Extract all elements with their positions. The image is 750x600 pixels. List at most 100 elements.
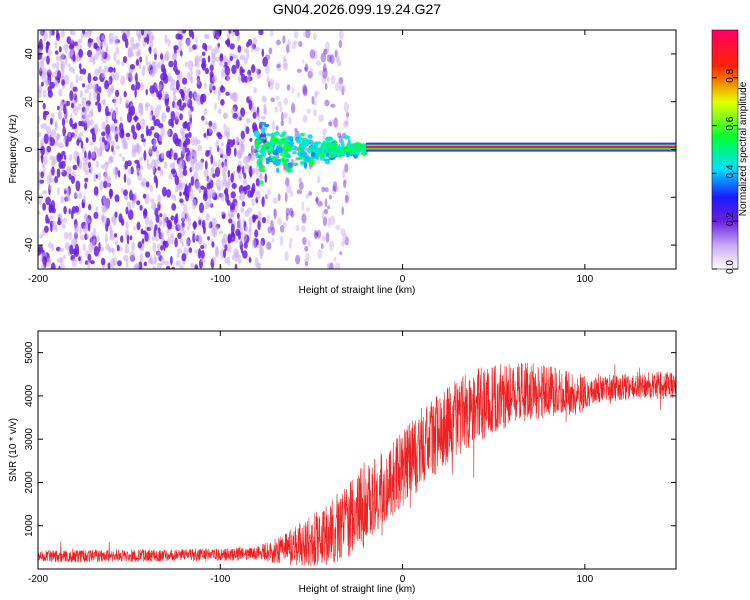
spectrogram-noise-blob (81, 83, 86, 88)
spectrogram-noise-blob (335, 57, 340, 63)
spectrogram-noise-blob (208, 222, 211, 229)
spectrogram-noise-blob (183, 86, 187, 95)
spectrogram-noise-blob (240, 73, 246, 83)
spectrogram-noise-blob (246, 41, 250, 48)
spectrogram-onset-blob (308, 159, 314, 166)
spectrogram-noise-blob (45, 196, 51, 206)
spectrogram-noise-blob (219, 230, 223, 235)
spectrogram-noise-blob (243, 172, 247, 179)
spectrogram-noise-blob (38, 60, 44, 72)
spectrogram-noise-blob (284, 192, 288, 203)
spectrogram-noise-blob (68, 173, 72, 180)
spectrogram-onset-blob (312, 147, 320, 153)
spectrogram-noise-blob (49, 155, 54, 161)
spectrogram-noise-blob (280, 120, 285, 127)
spectrogram-noise-blob (162, 90, 165, 102)
spectrogram-noise-blob (280, 112, 284, 123)
spectrogram-noise-blob (39, 38, 43, 48)
spectrogram-onset-blob (307, 139, 312, 144)
spectrogram-noise-blob (54, 120, 58, 132)
spectrogram-noise-blob (168, 60, 174, 68)
spectrogram-onset-blob (260, 153, 266, 158)
spectrogram-noise-blob (171, 266, 175, 269)
spectrogram-noise-blob (152, 242, 156, 254)
spectrogram-noise-blob (84, 170, 90, 176)
spectrogram-noise-blob (44, 225, 49, 233)
spectrogram-noise-blob (153, 132, 160, 139)
spectrogram-noise-blob (78, 75, 83, 81)
spectrogram-noise-blob (231, 254, 235, 261)
spectrogram-noise-blob (68, 66, 74, 73)
spectrogram-noise-blob (206, 182, 211, 190)
spectrogram-onset-blob (329, 144, 336, 153)
spectrogram-noise-blob (238, 73, 241, 84)
y-tick-label: 20 (24, 96, 35, 108)
spectrogram-onset-blob (348, 146, 355, 154)
spectrogram-noise-blob (335, 262, 341, 269)
spectrogram-noise-blob (296, 91, 300, 98)
spectrogram-noise-blob (144, 216, 150, 225)
spectrogram-noise-blob (193, 235, 198, 240)
spectrogram-noise-blob (344, 236, 349, 246)
spectrogram-noise-blob (174, 95, 177, 101)
spectrogram-noise-blob (289, 207, 294, 217)
spectrogram-noise-blob (103, 99, 106, 106)
spectrogram-noise-blob (224, 65, 231, 76)
spectrogram-noise-blob (129, 105, 136, 117)
spectrogram-noise-blob (229, 55, 234, 61)
spectrogram-noise-blob (239, 54, 246, 61)
spectrogram-noise-blob (221, 161, 224, 168)
spectrogram-noise-blob (174, 175, 180, 186)
spectrogram-noise-blob (97, 102, 102, 113)
spectrogram-noise-blob (302, 32, 307, 37)
spectrogram-noise-blob (338, 77, 344, 85)
spectrogram-noise-blob (42, 89, 47, 98)
spectrogram-noise-blob (110, 140, 115, 148)
spectrogram-noise-blob (233, 147, 237, 157)
spectrogram-noise-blob (165, 105, 171, 113)
spectrogram-noise-blob (119, 95, 122, 105)
spectrogram-noise-blob (254, 214, 259, 220)
spectrogram-noise-blob (167, 236, 172, 245)
spectrogram-noise-blob (80, 140, 84, 149)
spectrogram-onset-blob (255, 140, 259, 149)
spectrogram-noise-blob (50, 178, 56, 183)
spectrogram-noise-blob (312, 109, 317, 117)
spectrogram-noise-blob (190, 160, 195, 172)
spectrogram-noise-blob (173, 152, 178, 161)
spectrogram-noise-blob (114, 168, 118, 180)
spectrogram-onset-blob (314, 141, 319, 147)
spectrogram-noise-blob (251, 198, 255, 207)
spectrogram-noise-blob (56, 152, 62, 163)
spectrogram-noise-blob (78, 63, 82, 70)
spectrogram-noise-blob (105, 43, 109, 53)
spectrogram-noise-blob (223, 123, 227, 130)
tone-band-core (366, 146, 676, 149)
spectrogram-noise-blob (234, 251, 239, 263)
spectrogram-onset-blob (300, 151, 308, 158)
spectrogram-noise-blob (181, 242, 185, 247)
spectrogram-noise-blob (219, 61, 224, 67)
spectrogram-noise-blob (137, 241, 142, 249)
spectrogram-noise-blob (58, 142, 64, 149)
spectrogram-noise-blob (338, 39, 343, 49)
spectrogram-noise-blob (126, 258, 129, 268)
spectrogram-noise-blob (209, 64, 214, 72)
spectrogram-noise-blob (167, 72, 171, 82)
spectrogram-noise-blob (183, 140, 187, 147)
spectrogram-noise-blob (267, 226, 272, 234)
spectrogram-noise-blob (170, 215, 175, 221)
spectrogram-noise-blob (242, 232, 247, 242)
spectrogram-noise-blob (91, 151, 96, 159)
spectrogram-noise-blob (111, 125, 115, 133)
spectrogram-noise-blob (95, 160, 100, 168)
spectrogram-noise-blob (218, 147, 224, 156)
spectrogram-noise-blob (139, 56, 143, 63)
colorbar (711, 29, 739, 270)
spectrogram-noise-blob (179, 198, 184, 203)
figure-title: GN04.2026.099.19.24.G27 (273, 1, 441, 17)
spectrogram-noise-blob (90, 260, 95, 265)
y-tick-label: 0 (24, 146, 35, 152)
spectrogram-noise-blob (49, 137, 56, 147)
spectrogram-noise-blob (200, 93, 204, 105)
